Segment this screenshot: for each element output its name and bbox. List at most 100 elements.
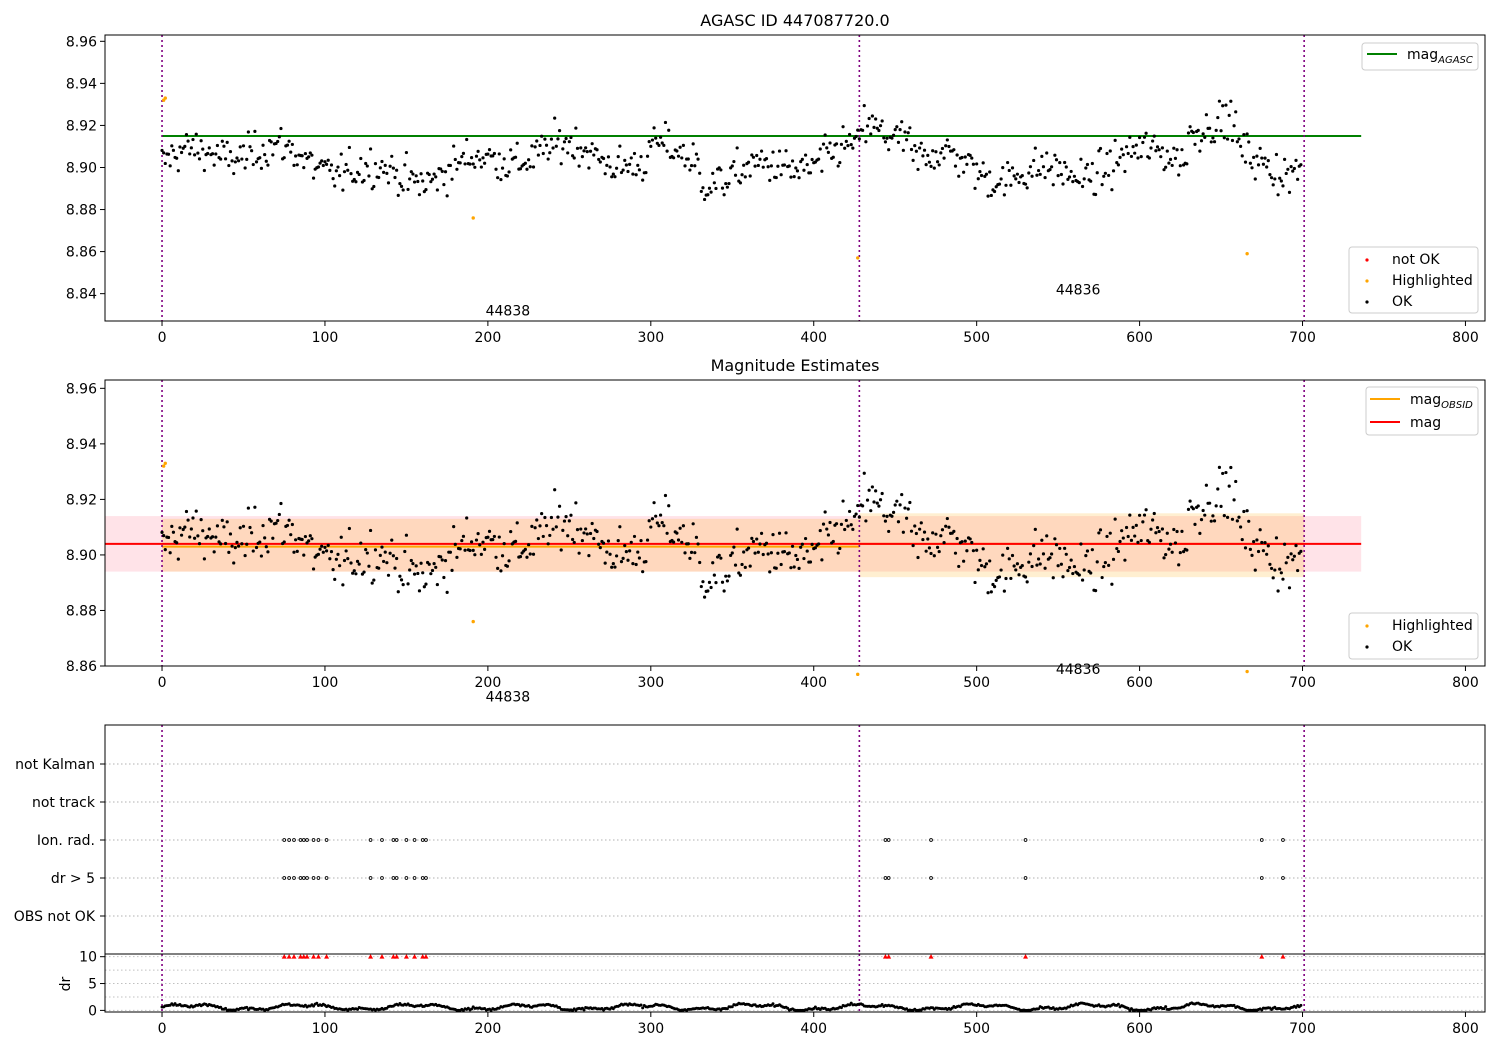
ok-point bbox=[906, 507, 910, 511]
ok-point bbox=[349, 172, 353, 176]
ok-point bbox=[1180, 529, 1184, 534]
ok-point bbox=[601, 541, 606, 545]
ok-point bbox=[561, 528, 565, 532]
ok-point bbox=[795, 169, 800, 173]
ok-point bbox=[1289, 165, 1293, 169]
ok-point bbox=[720, 186, 725, 190]
ok-point bbox=[227, 163, 231, 168]
ok-point bbox=[528, 165, 532, 169]
ok-point bbox=[1028, 552, 1033, 556]
ok-point bbox=[895, 125, 899, 129]
ok-point bbox=[929, 551, 933, 556]
ok-point bbox=[372, 184, 376, 189]
ok-point bbox=[429, 572, 433, 576]
flag-point bbox=[412, 838, 417, 842]
dr-point bbox=[470, 1007, 474, 1011]
ok-point bbox=[261, 143, 265, 147]
ok-point bbox=[639, 539, 643, 543]
ok-point bbox=[1102, 174, 1106, 178]
ok-point bbox=[779, 562, 783, 567]
ok-point bbox=[393, 566, 397, 570]
ok-point bbox=[724, 181, 728, 186]
ok-point bbox=[691, 522, 695, 526]
ok-point bbox=[1299, 163, 1303, 167]
y-tick-label: 8.88 bbox=[66, 203, 97, 219]
ok-point bbox=[1217, 465, 1222, 469]
ok-point bbox=[585, 532, 589, 536]
ok-point bbox=[292, 550, 296, 554]
ok-point bbox=[241, 144, 246, 148]
flag-point bbox=[424, 876, 428, 880]
ok-point bbox=[693, 551, 697, 555]
ok-point bbox=[983, 565, 987, 569]
ok-point bbox=[1126, 151, 1130, 156]
ok-point bbox=[890, 514, 894, 518]
ok-point bbox=[887, 148, 891, 152]
ok-point bbox=[331, 568, 335, 572]
ok-point bbox=[404, 533, 409, 537]
ok-point bbox=[740, 173, 744, 177]
ok-point bbox=[373, 548, 378, 552]
ok-point bbox=[461, 151, 466, 156]
ok-point bbox=[1292, 554, 1296, 558]
ok-point bbox=[383, 550, 387, 554]
ok-point bbox=[307, 155, 311, 159]
ok-point bbox=[588, 149, 593, 153]
ok-point bbox=[334, 169, 338, 173]
ok-point bbox=[1208, 501, 1212, 505]
legend-label-mag: mag bbox=[1410, 415, 1441, 431]
ok-point bbox=[908, 500, 912, 505]
ok-point bbox=[924, 549, 928, 553]
ok-point bbox=[531, 552, 536, 556]
ok-point bbox=[1118, 155, 1122, 159]
legend-frame bbox=[1348, 612, 1479, 660]
ok-point bbox=[443, 170, 448, 174]
ok-point bbox=[1274, 536, 1279, 540]
ok-point bbox=[947, 144, 951, 149]
x-tick-label: 400 bbox=[800, 1021, 827, 1037]
dr-point bbox=[771, 1002, 775, 1006]
ok-point bbox=[1152, 511, 1156, 516]
ok-point bbox=[544, 143, 549, 147]
legend-label-mag-obsid: magOBSID bbox=[1410, 392, 1473, 411]
ok-point bbox=[266, 550, 270, 554]
ok-point bbox=[1124, 145, 1129, 149]
ok-point bbox=[331, 177, 335, 181]
ok-point bbox=[1072, 174, 1077, 178]
ok-point bbox=[1258, 146, 1262, 150]
ok-point bbox=[494, 167, 498, 171]
ok-point bbox=[1268, 562, 1272, 566]
flag-point bbox=[292, 838, 296, 842]
ok-point bbox=[826, 533, 831, 537]
ok-point bbox=[509, 148, 513, 152]
ok-point bbox=[877, 504, 881, 508]
ok-point bbox=[259, 166, 264, 170]
flag-point bbox=[311, 838, 316, 842]
ok-point bbox=[414, 174, 418, 178]
ok-point bbox=[414, 564, 418, 568]
ok-point bbox=[395, 168, 399, 172]
ok-point bbox=[1216, 115, 1220, 120]
ok-point bbox=[530, 524, 534, 529]
ok-point bbox=[802, 556, 806, 561]
ok-point bbox=[554, 525, 558, 529]
ok-point bbox=[409, 558, 413, 563]
dr-point bbox=[1126, 1006, 1130, 1010]
ok-point bbox=[237, 159, 241, 163]
ok-point bbox=[386, 573, 391, 577]
ok-point bbox=[717, 553, 721, 557]
ok-point bbox=[794, 166, 798, 170]
ok-point bbox=[758, 542, 762, 546]
ok-point bbox=[184, 132, 189, 137]
ok-point bbox=[658, 135, 663, 139]
ok-point bbox=[869, 132, 873, 136]
ok-point bbox=[463, 548, 467, 552]
ok-point bbox=[838, 546, 842, 551]
ok-point bbox=[1002, 589, 1006, 593]
ok-point bbox=[817, 157, 821, 161]
ok-point bbox=[338, 564, 342, 568]
ok-point bbox=[681, 524, 685, 528]
ok-point bbox=[197, 157, 202, 161]
clipped-marker bbox=[291, 954, 297, 959]
